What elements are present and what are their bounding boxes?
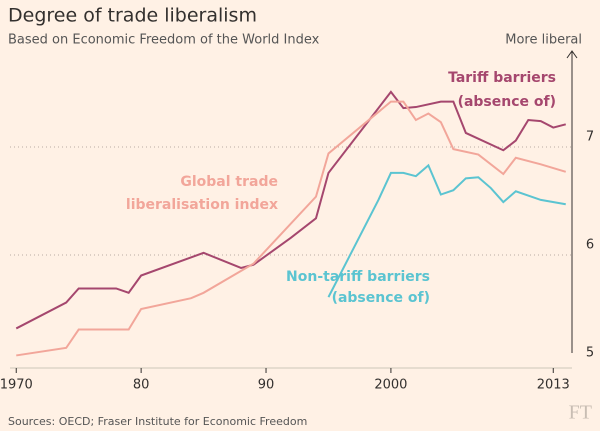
x-tick-label: 2013 xyxy=(537,378,570,393)
line xyxy=(16,100,567,357)
chart-subtitle: Based on Economic Freedom of the World I… xyxy=(8,33,320,48)
y-tick-label: 7 xyxy=(586,130,594,145)
x-tick-label: 1970 xyxy=(0,378,33,393)
y-tick-label: 6 xyxy=(586,238,594,253)
series-label: liberalisation index xyxy=(126,197,278,213)
logo: FT xyxy=(569,402,592,424)
series-label: Tariff barriers xyxy=(448,70,556,86)
x-tick-label: 90 xyxy=(258,378,275,393)
line xyxy=(327,163,566,298)
x-tick-label: 2000 xyxy=(374,378,407,393)
y-tick-label: 5 xyxy=(586,346,594,361)
y-axis-arrow xyxy=(566,50,578,59)
source: Sources: OECD; Fraser Institute for Econ… xyxy=(8,415,307,428)
line xyxy=(15,90,567,330)
y-axis-label: More liberal xyxy=(505,33,582,48)
x-tick-label: 80 xyxy=(133,378,150,393)
chart-title: Degree of trade liberalism xyxy=(8,5,257,27)
series-label: Global trade xyxy=(180,174,278,190)
series-label: (absence of) xyxy=(458,94,556,110)
series-label: Non-tariff barriers xyxy=(286,269,430,285)
series-label: (absence of) xyxy=(332,290,430,306)
